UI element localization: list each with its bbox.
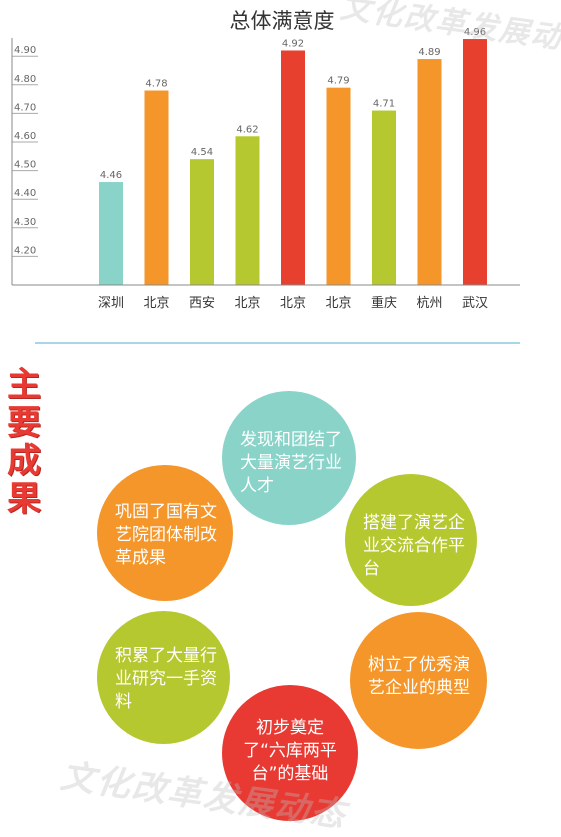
y-axis: 4.20 4.30 4.40 4.50 4.60 4.70 4.80 4.90	[12, 45, 38, 257]
category-label: 深圳	[98, 296, 124, 311]
bar-value-label: 4.71	[373, 99, 395, 110]
category-label: 武汉	[462, 296, 488, 311]
section-title-char: 主	[7, 365, 41, 405]
chart-title: 总体满意度	[230, 9, 335, 33]
achievement-text: 发现和团结了大量演艺行业人才	[240, 430, 342, 496]
achievement-text: 积累了大量行业研究一手资料	[115, 646, 217, 712]
bar	[326, 87, 351, 285]
bar	[417, 59, 442, 286]
achievement-text: 巩固了国有文艺院团体制改革成果	[115, 502, 217, 568]
achievement-circle-platform: 搭建了演艺企业交流合作平台	[345, 474, 477, 606]
bar	[190, 159, 214, 285]
y-tick-label: 4.30	[14, 217, 36, 228]
achievement-circle-model: 树立了优秀演艺企业的典型	[350, 612, 487, 749]
y-tick-label: 4.70	[14, 102, 36, 113]
bar-value-label: 4.78	[145, 79, 167, 90]
achievement-circle-talent: 发现和团结了大量演艺行业人才	[222, 391, 356, 525]
category-label: 北京	[280, 296, 306, 311]
y-tick-label: 4.60	[14, 131, 36, 142]
category-label: 西安	[189, 296, 215, 311]
section-title: 主 要 成 果	[6, 366, 42, 518]
section-title-char: 要	[7, 403, 41, 443]
bar	[144, 90, 169, 286]
category-label: 杭州	[416, 296, 442, 311]
achievement-circle-foundation: 初步奠定了“六库两平台”的基础	[222, 685, 358, 821]
achievement-text: 初步奠定了“六库两平台”的基础	[243, 718, 337, 784]
bar	[281, 50, 305, 286]
bar-value-label: 4.46	[100, 170, 122, 181]
bar	[99, 182, 123, 285]
category-label: 北京	[325, 296, 351, 311]
achievement-circle-research: 积累了大量行业研究一手资料	[97, 611, 230, 744]
category-label: 重庆	[371, 295, 397, 311]
achievement-text: 搭建了演艺企业交流合作平台	[363, 513, 465, 579]
bar-value-label: 4.54	[191, 147, 213, 158]
bar-value-label: 4.96	[464, 27, 486, 38]
section-divider	[35, 342, 520, 344]
y-tick-label: 4.50	[14, 160, 36, 171]
achievement-text: 树立了优秀演艺企业的典型	[368, 655, 470, 698]
bars: 4.46 深圳 4.78 北京 4.54 西安 4.62 北京 4.92 北京 4.79 北京 4.71…	[98, 27, 488, 311]
category-label: 北京	[234, 296, 260, 311]
section-title-char: 成	[7, 441, 41, 481]
y-tick-label: 4.20	[14, 245, 36, 256]
satisfaction-chart: 总体满意度 4.20 4.30 4.40 4.50 4.60 4.70 4.80 4.90 4…	[11, 9, 520, 311]
bar	[235, 136, 260, 285]
y-tick-label: 4.90	[14, 45, 36, 56]
achievement-circle-reform: 巩固了国有文艺院团体制改革成果	[97, 465, 233, 601]
bar-value-label: 4.79	[327, 76, 349, 87]
bar-value-label: 4.89	[418, 47, 440, 58]
bar	[372, 110, 396, 285]
category-label: 北京	[143, 296, 169, 311]
section-title-char: 果	[7, 479, 41, 519]
bar	[463, 39, 487, 285]
y-tick-label: 4.80	[14, 74, 36, 85]
bar-value-label: 4.62	[236, 124, 258, 135]
bar-value-label: 4.92	[282, 38, 304, 49]
y-tick-label: 4.40	[14, 188, 36, 199]
